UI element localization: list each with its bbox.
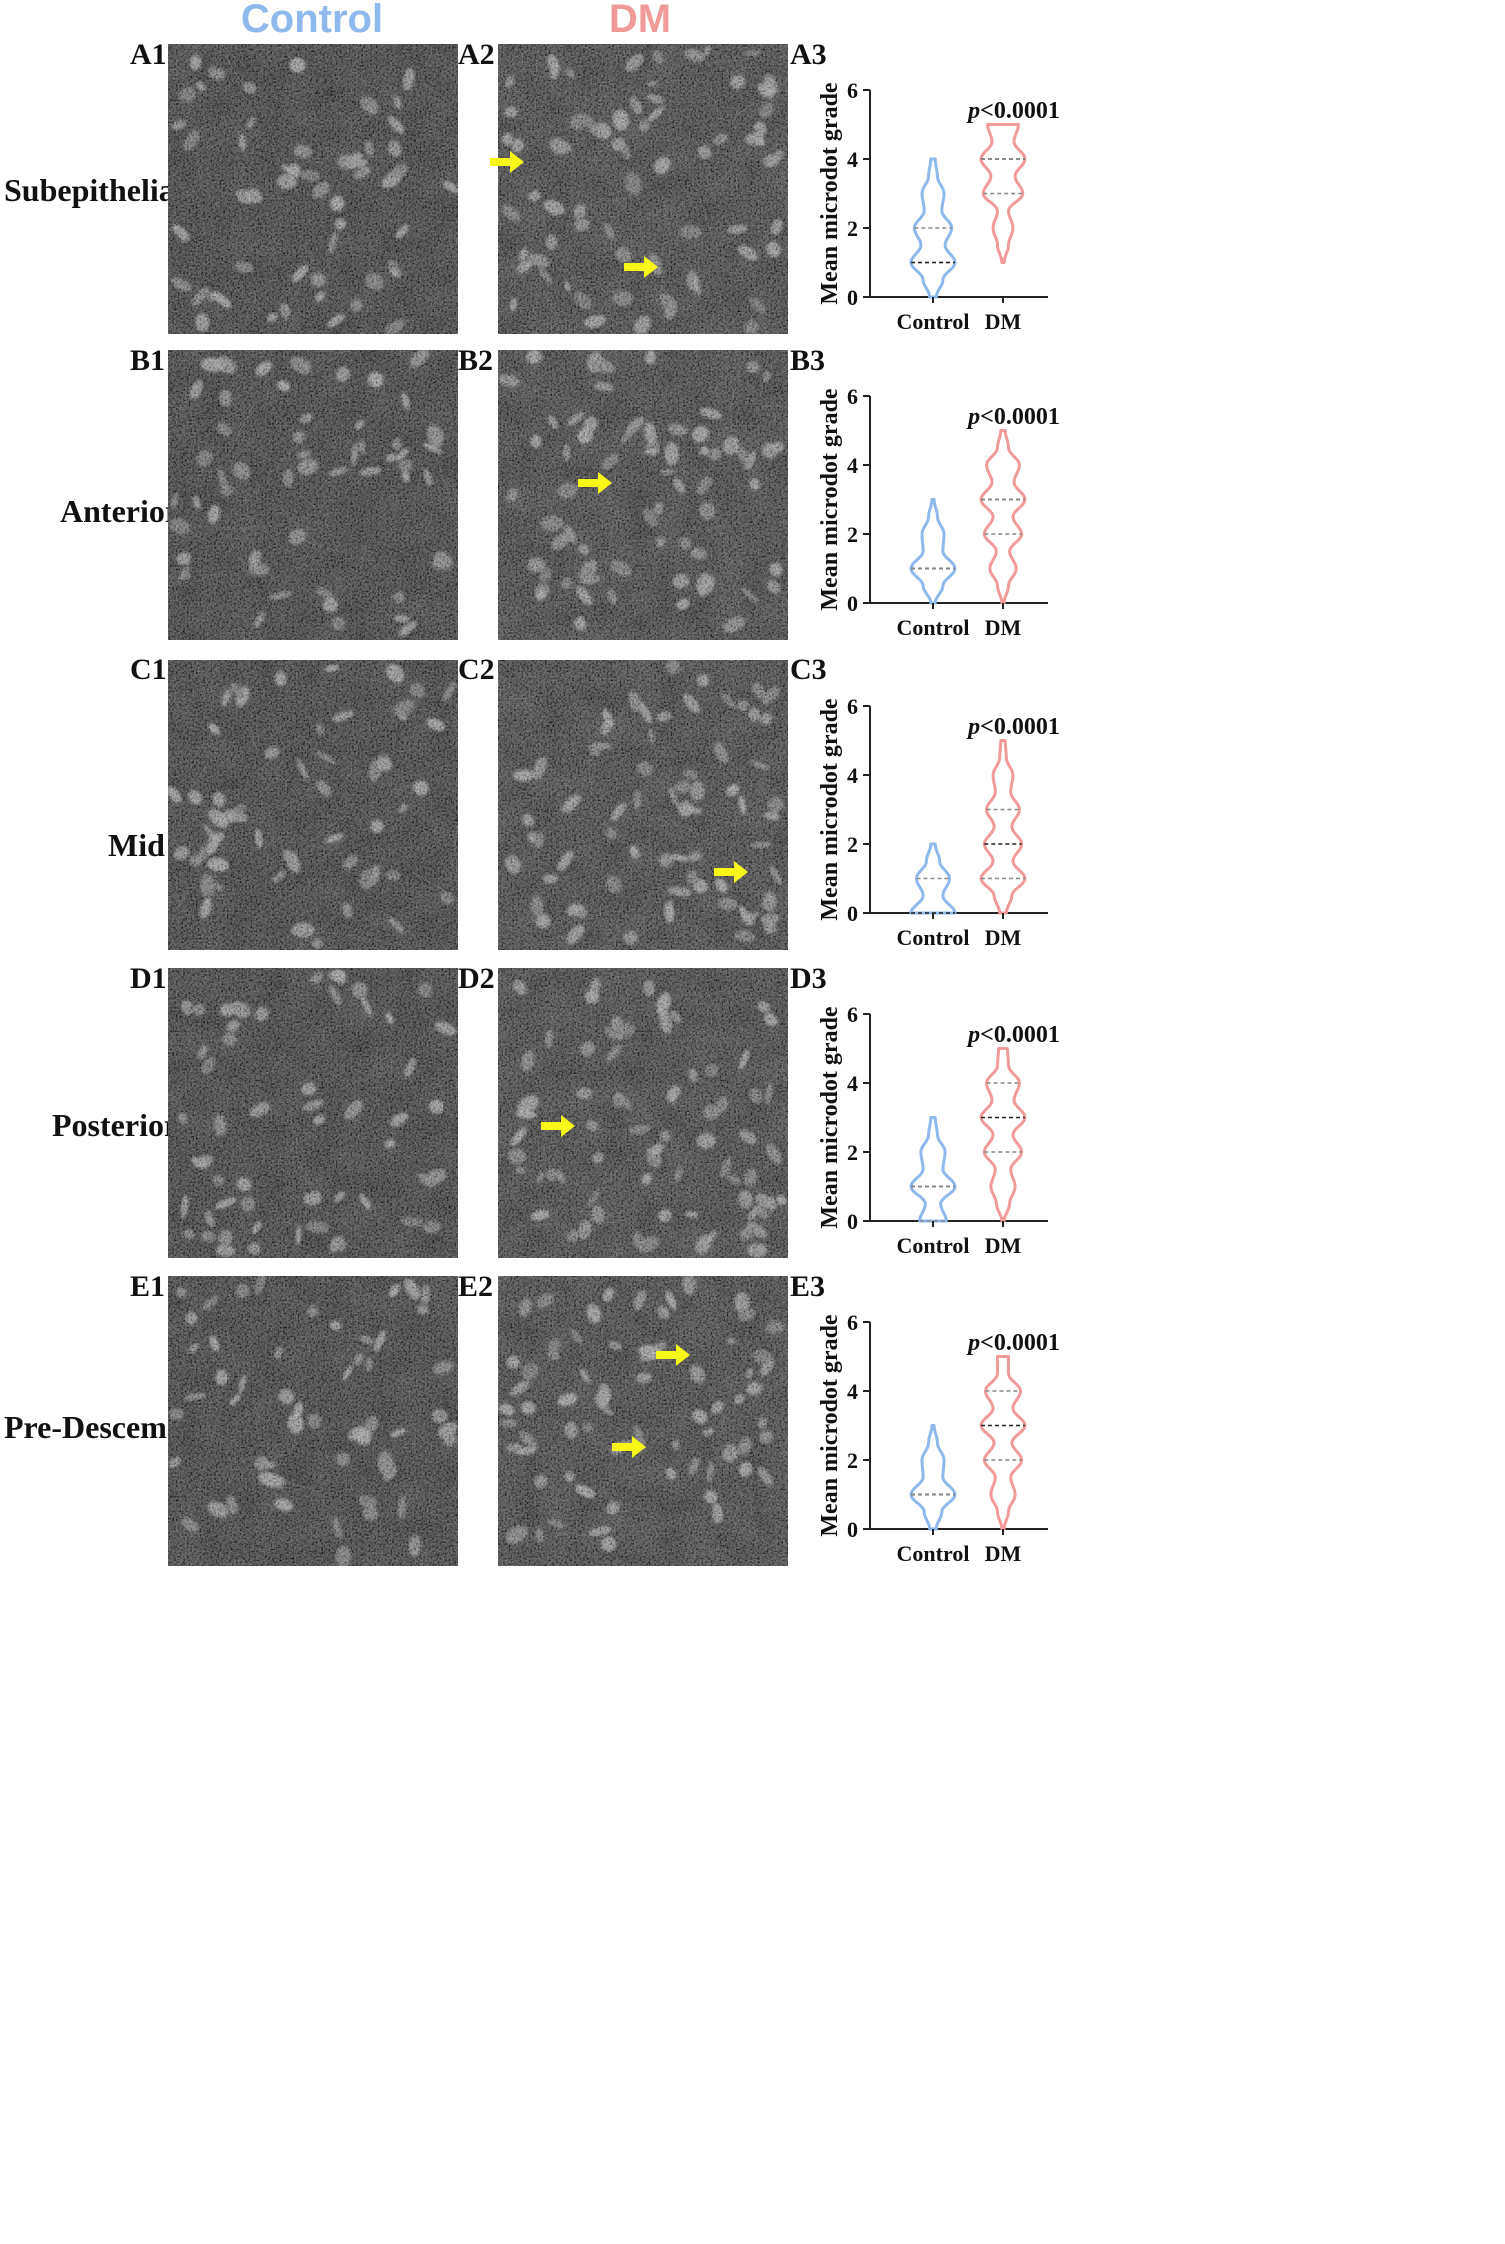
x-category-label: DM	[985, 615, 1022, 640]
y-tick-label: 4	[847, 1379, 858, 1404]
y-tick-label: 2	[847, 832, 858, 857]
column-header-dm: DM	[609, 0, 671, 41]
panel-letter-e3: E3	[790, 1270, 825, 1303]
y-tick-label: 6	[847, 694, 858, 719]
yellow-arrow-2	[624, 256, 658, 278]
violin-control	[909, 157, 957, 299]
micrograph-panel-d1	[168, 968, 458, 1258]
violin-dm	[979, 739, 1027, 915]
p-value-label: p<0.0001	[966, 98, 1060, 124]
violin-control	[909, 1424, 957, 1531]
y-axis-label: Mean microdot grade	[817, 1314, 843, 1537]
yellow-arrow-7	[612, 1436, 646, 1458]
micrograph-panel-c2	[498, 660, 788, 950]
panel-letter-b3: B3	[790, 344, 825, 377]
x-category-label: Control	[897, 925, 970, 950]
yellow-arrow-4	[714, 861, 748, 883]
violin-dm	[979, 123, 1027, 264]
yellow-arrow-3	[578, 472, 612, 494]
y-axis-label: Mean microdot grade	[817, 82, 843, 305]
x-category-label: Control	[897, 1233, 970, 1258]
violin-dm	[979, 1355, 1027, 1531]
y-tick-label: 4	[847, 763, 858, 788]
panel-letter-e1: E1	[130, 1270, 165, 1303]
micrograph-panel-a2	[498, 44, 788, 334]
x-category-label: Control	[897, 615, 970, 640]
y-tick-label: 6	[847, 78, 858, 103]
micrograph-panel-e1	[168, 1276, 458, 1566]
panel-letter-e2: E2	[458, 1270, 493, 1303]
y-tick-label: 4	[847, 1071, 858, 1096]
y-tick-label: 6	[847, 384, 858, 409]
y-tick-label: 0	[847, 285, 858, 310]
panel-letter-a2: A2	[458, 38, 495, 71]
micrograph-panel-a1	[168, 44, 458, 334]
y-tick-label: 0	[847, 1517, 858, 1542]
row-label-posterior: Posterior	[52, 1107, 178, 1143]
panel-letter-c1: C1	[130, 653, 167, 686]
y-tick-label: 6	[847, 1002, 858, 1027]
row-label-anterior: Anterior	[60, 493, 179, 529]
p-value-label: p<0.0001	[966, 714, 1060, 740]
column-header-control: Control	[241, 0, 383, 41]
micrograph-panel-c1	[168, 660, 458, 950]
row-label-mid: Mid	[108, 827, 165, 863]
x-category-label: Control	[897, 1541, 970, 1566]
x-category-label: DM	[985, 1541, 1022, 1566]
y-axis-label: Mean microdot grade	[817, 698, 843, 921]
panel-letter-c2: C2	[458, 653, 495, 686]
panel-letter-d1: D1	[130, 962, 167, 995]
y-tick-label: 2	[847, 216, 858, 241]
panel-letter-a1: A1	[130, 38, 167, 71]
y-tick-label: 2	[847, 1448, 858, 1473]
panel-letter-b2: B2	[458, 344, 493, 377]
y-axis-label: Mean microdot grade	[817, 388, 843, 611]
panel-letter-d2: D2	[458, 962, 495, 995]
p-value-label: p<0.0001	[966, 404, 1060, 430]
micrograph-panel-e2	[498, 1276, 788, 1566]
x-category-label: Control	[897, 309, 970, 334]
y-tick-label: 2	[847, 1140, 858, 1165]
panel-letter-a3: A3	[790, 38, 827, 71]
micrograph-panel-b2	[498, 350, 788, 640]
y-tick-label: 4	[847, 147, 858, 172]
micrograph-panel-b1	[168, 350, 458, 640]
y-tick-label: 2	[847, 522, 858, 547]
p-value-label: p<0.0001	[966, 1330, 1060, 1356]
yellow-arrow-1	[490, 151, 524, 173]
violin-control	[909, 498, 957, 605]
panel-letter-d3: D3	[790, 962, 827, 995]
y-tick-label: 0	[847, 591, 858, 616]
x-category-label: DM	[985, 1233, 1022, 1258]
y-tick-label: 6	[847, 1310, 858, 1335]
row-label-subepithelial: Subepithelial	[4, 172, 184, 208]
violin-dm	[979, 1047, 1027, 1223]
yellow-arrow-5	[541, 1115, 575, 1137]
y-axis-label: Mean microdot grade	[817, 1006, 843, 1229]
panel-letter-c3: C3	[790, 653, 827, 686]
y-tick-label: 0	[847, 1209, 858, 1234]
panel-letter-b1: B1	[130, 344, 165, 377]
y-tick-label: 0	[847, 901, 858, 926]
violin-dm	[979, 429, 1027, 605]
yellow-arrow-6	[656, 1344, 690, 1366]
violin-control	[909, 842, 957, 915]
x-category-label: DM	[985, 309, 1022, 334]
micrograph-panel-d2	[498, 968, 788, 1258]
y-tick-label: 4	[847, 453, 858, 478]
x-category-label: DM	[985, 925, 1022, 950]
row-label-pre-descemet: Pre-Descemet	[4, 1409, 192, 1445]
violin-control	[909, 1116, 957, 1223]
p-value-label: p<0.0001	[966, 1022, 1060, 1048]
